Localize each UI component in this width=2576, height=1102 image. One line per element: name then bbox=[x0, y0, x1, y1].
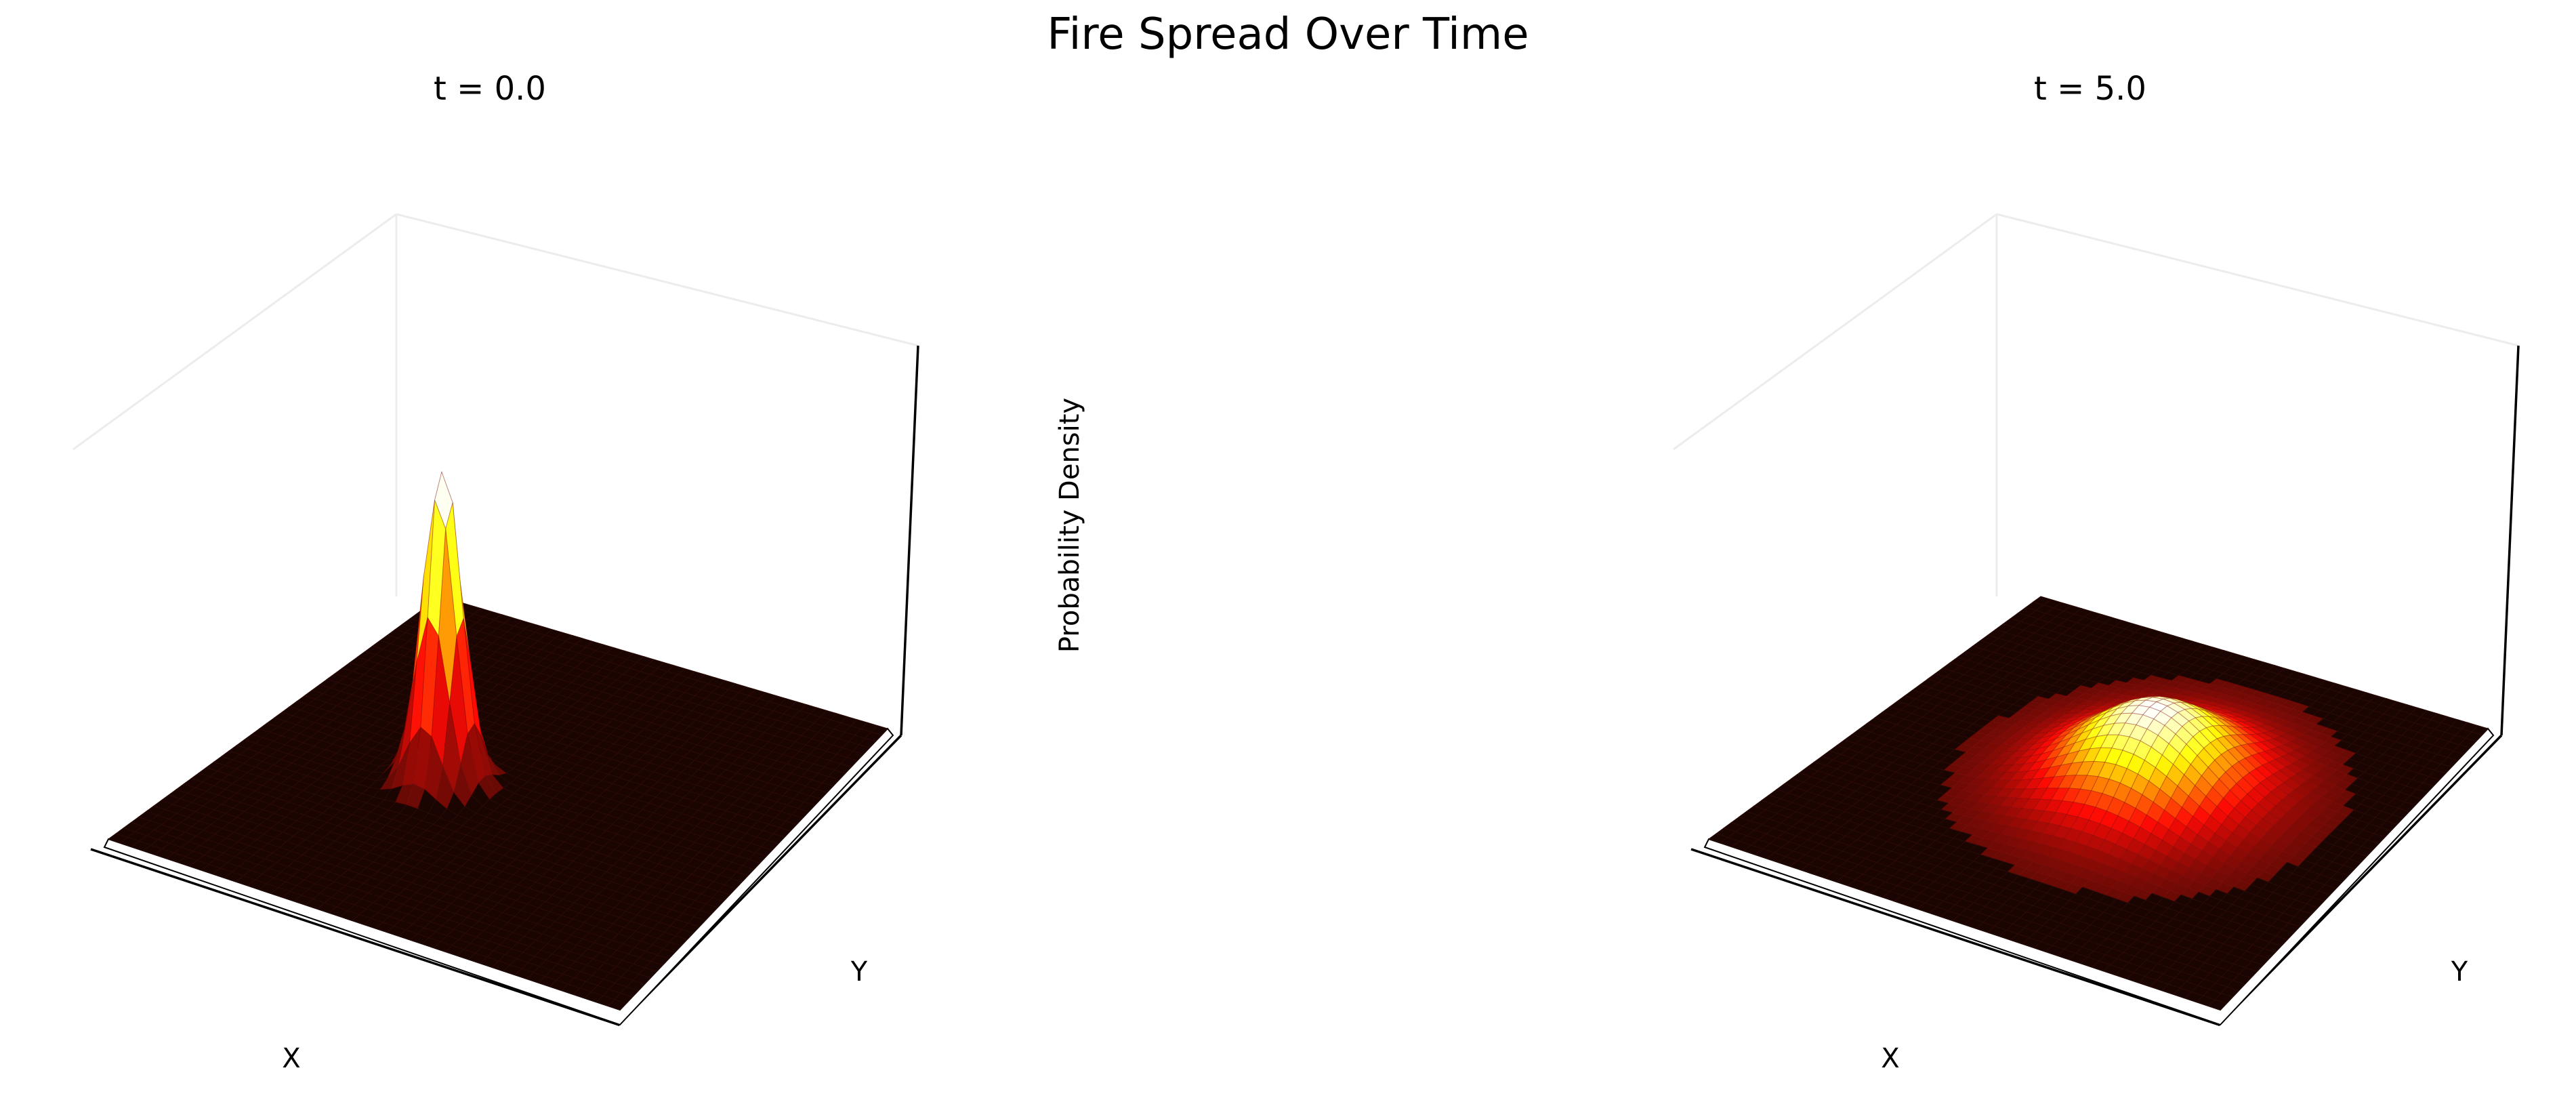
shared-zlabel: Probability Density bbox=[1054, 398, 1085, 653]
figure-title: Fire Spread Over Time bbox=[1047, 9, 1529, 60]
surface-cell bbox=[478, 775, 497, 800]
right-back-edge-b bbox=[1996, 213, 2519, 347]
right-z-axis-line bbox=[2500, 345, 2520, 736]
surface-cell bbox=[453, 762, 472, 807]
left-back-edge-a bbox=[72, 213, 397, 451]
surface-cell bbox=[460, 734, 479, 796]
left-back-edge-b bbox=[396, 213, 919, 347]
surface-cell bbox=[2207, 999, 2227, 1011]
subplot-right-title: t = 5.0 bbox=[2034, 70, 2146, 108]
subplot-left-ylabel: Y bbox=[850, 956, 868, 987]
subplot-left: t = 0.0 X Y bbox=[72, 70, 919, 1074]
subplot-right-panes bbox=[1673, 213, 2520, 1027]
subplot-right-ylabel: Y bbox=[2451, 956, 2468, 987]
left-z-axis-line bbox=[900, 345, 919, 736]
surface-cell bbox=[607, 999, 627, 1011]
surface-cell bbox=[481, 736, 500, 776]
subplot-right-surface bbox=[1703, 596, 2495, 1026]
surface-cell bbox=[406, 783, 425, 809]
subplot-right-xlabel: X bbox=[1881, 1043, 1899, 1074]
subplot-left-title: t = 0.0 bbox=[434, 70, 546, 108]
subplot-left-xlabel: X bbox=[282, 1043, 300, 1074]
subplot-right: t = 5.0 X Y bbox=[1673, 70, 2520, 1074]
right-back-edge-a bbox=[1673, 213, 1997, 451]
subplot-left-surface-base bbox=[103, 596, 894, 1026]
surface-cell bbox=[435, 764, 455, 810]
surface-cell bbox=[484, 774, 504, 794]
subplot-left-surface-peak bbox=[379, 470, 507, 810]
surface-cell bbox=[488, 755, 507, 776]
